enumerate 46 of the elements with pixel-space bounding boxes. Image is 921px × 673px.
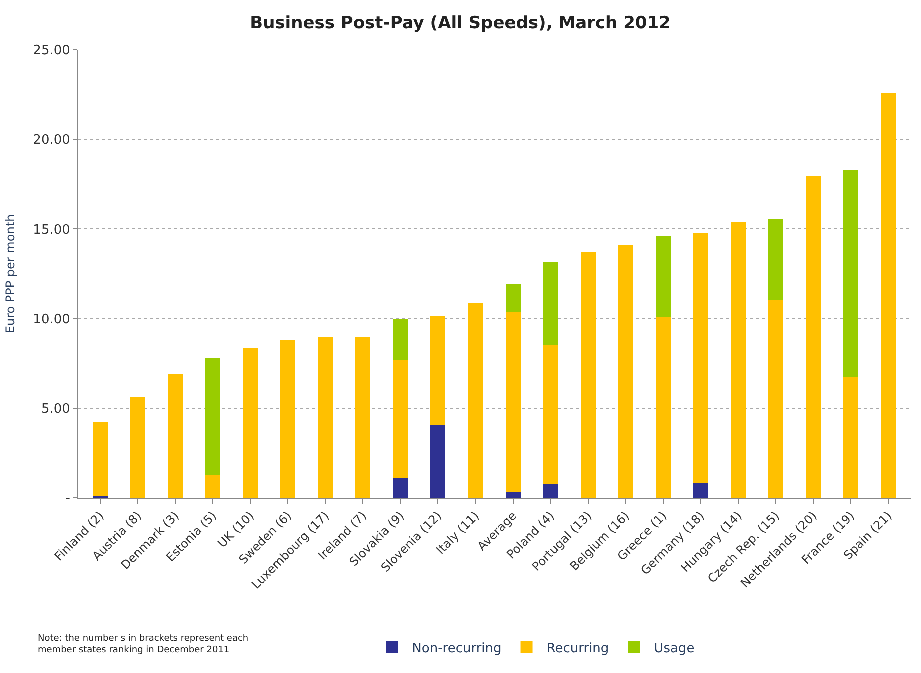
legend-label: Usage [654,641,695,656]
bar [393,478,408,498]
bar [656,236,671,318]
bar [280,340,296,498]
bar [843,376,858,498]
bar [206,358,221,476]
bar [430,425,446,498]
y-tick-label: - [66,492,71,507]
bar [430,316,446,426]
bar [880,92,896,498]
legend-label: Non-recurring [412,641,502,656]
bar [806,176,821,498]
y-tick-label: 5.00 [41,402,70,417]
chart-title: Business Post-Pay (All Speeds), March 2012 [250,14,671,34]
bar [543,484,558,498]
bar [243,348,258,498]
y-tick-label: 20.00 [33,133,70,148]
bar [693,483,708,498]
bar [130,397,146,498]
bar [843,170,858,377]
bar [393,360,408,478]
bar [506,312,521,492]
bar [543,262,558,345]
y-tick-label: 25.00 [33,44,70,59]
bar [93,422,108,497]
bar [393,319,408,360]
text: Note: the number s in brackets represent each member states ranking in December 2011 [38,634,249,656]
y-axis-title: Euro PPP per month [3,214,18,334]
bar [543,344,558,484]
bar [506,284,521,313]
bar [318,337,334,498]
bar [168,374,184,498]
bar [356,337,371,498]
bar [468,304,484,498]
bar [618,246,634,498]
bar [656,317,671,498]
bar [580,252,596,498]
bar [768,300,784,498]
y-tick-label: 10.00 [33,312,70,328]
bar [768,219,784,300]
bar [730,222,746,498]
bar [206,475,221,498]
bar [693,233,708,484]
bar [506,492,521,498]
legend-label: Recurring [546,641,610,656]
y-tick-label: 15.00 [33,222,70,238]
